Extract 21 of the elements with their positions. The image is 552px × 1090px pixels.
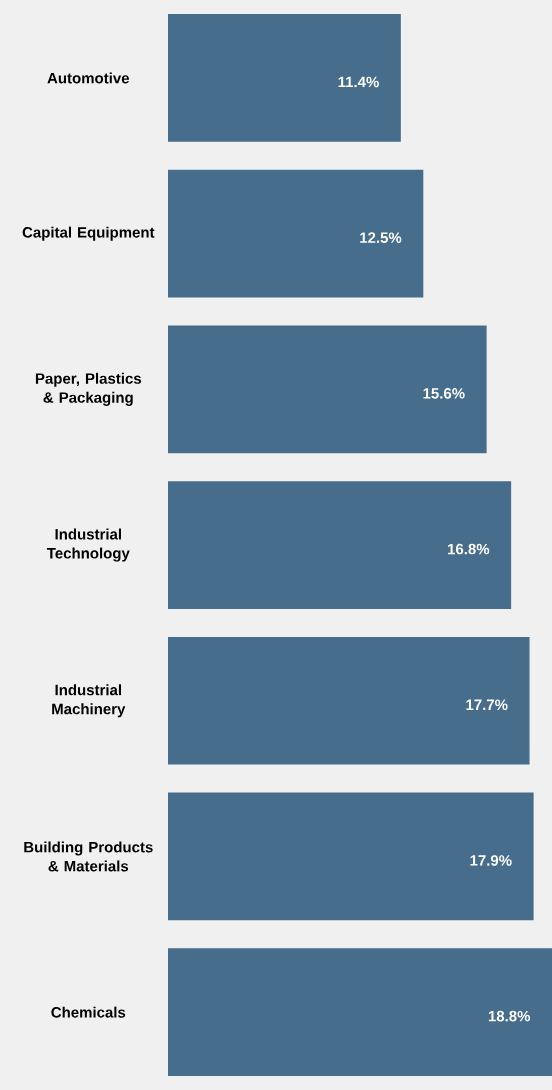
bar: [167, 481, 512, 609]
data-label: 18.8%: [488, 1010, 531, 1022]
y-tick-label: Automotive: [47, 72, 129, 84]
data-label: 17.7%: [466, 699, 508, 711]
bar: [167, 636, 530, 765]
data-label: 15.6%: [423, 388, 465, 399]
bar: [167, 169, 424, 298]
y-tick-label: Paper, Plastics & Packaging: [35, 372, 141, 406]
bar: [167, 325, 487, 454]
data-label: 12.5%: [360, 232, 402, 243]
bar: [167, 948, 552, 1076]
data-label: 16.8%: [447, 543, 490, 555]
y-tick-label: Chemicals: [51, 1006, 126, 1018]
data-label: 11.4%: [338, 76, 379, 88]
y-tick-label: Building Products & Materials: [24, 841, 153, 872]
bar: [167, 792, 534, 921]
y-tick-label: Capital Equipment: [22, 226, 155, 241]
bar: [167, 14, 401, 142]
data-label: 17.9%: [470, 855, 512, 866]
y-tick-label: Industrial Machinery: [52, 684, 126, 718]
y-tick-label: Industrial Technology: [46, 528, 130, 562]
